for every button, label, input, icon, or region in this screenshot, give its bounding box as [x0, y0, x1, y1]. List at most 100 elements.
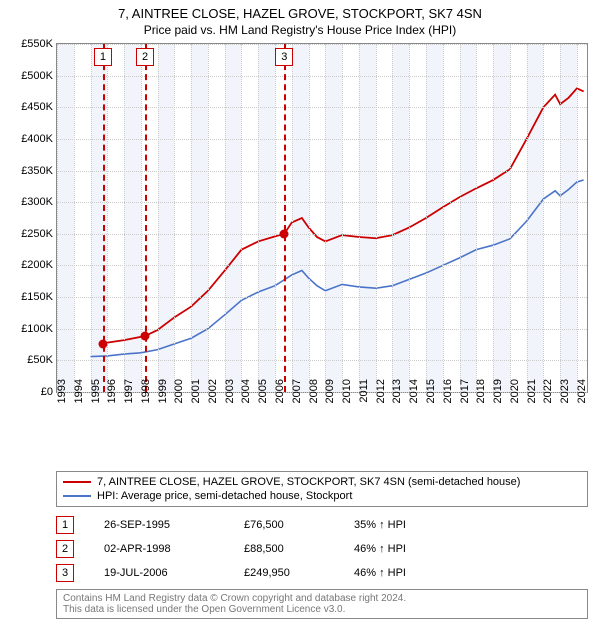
gridline-v	[158, 44, 159, 392]
event-row: 319-JUL-2006£249,95046% ↑ HPI	[56, 561, 588, 585]
x-tick-label: 1993	[56, 379, 68, 419]
y-tick-label: £500K	[21, 70, 53, 82]
gridline-v	[342, 44, 343, 392]
gridline-v	[275, 44, 276, 392]
x-tick-label: 2002	[207, 379, 219, 419]
gridline-v	[359, 44, 360, 392]
event-row: 1 26-SEP-1995 £76,500 35% ↑ HPI	[56, 513, 588, 537]
plot-area: £0£50K£100K£150K£200K£250K£300K£350K£400…	[56, 43, 588, 393]
gridline-v	[57, 44, 58, 392]
event-row-pct: 35% ↑ HPI	[354, 519, 406, 531]
x-tick-label: 2016	[442, 379, 454, 419]
x-tick-label: 2007	[291, 379, 303, 419]
chart-lines	[57, 44, 587, 392]
gridline-v	[309, 44, 310, 392]
gridline-v	[107, 44, 108, 392]
x-tick-label: 2009	[324, 379, 336, 419]
gridline-h	[57, 202, 587, 203]
event-row-marker: 3	[56, 564, 74, 582]
legend-label: 7, AINTREE CLOSE, HAZEL GROVE, STOCKPORT…	[97, 476, 520, 488]
gridline-v	[476, 44, 477, 392]
x-tick-label: 2013	[391, 379, 403, 419]
legend-swatch	[63, 495, 91, 497]
attribution-line1: Contains HM Land Registry data © Crown c…	[63, 593, 406, 604]
sale-event-marker: 2	[136, 48, 154, 66]
chart-subtitle: Price paid vs. HM Land Registry's House …	[4, 23, 596, 37]
gridline-v	[74, 44, 75, 392]
x-tick-label: 2000	[173, 379, 185, 419]
y-tick-label: £200K	[21, 259, 53, 271]
y-tick-label: £150K	[21, 291, 53, 303]
x-tick-label: 1998	[140, 379, 152, 419]
gridline-v	[543, 44, 544, 392]
event-row-date: 19-JUL-2006	[104, 567, 214, 579]
event-row-price: £76,500	[244, 519, 324, 531]
gridline-h	[57, 44, 587, 45]
gridline-v	[510, 44, 511, 392]
x-tick-label: 2014	[408, 379, 420, 419]
sale-events-table: 126-SEP-1995£76,50035% ↑ HPI202-APR-1998…	[56, 513, 588, 585]
legend-label: HPI: Average price, semi-detached house,…	[97, 490, 352, 502]
y-tick-label: £250K	[21, 228, 53, 240]
x-tick-label: 2022	[542, 379, 554, 419]
chart-title: 7, AINTREE CLOSE, HAZEL GROVE, STOCKPORT…	[4, 6, 596, 21]
gridline-v	[443, 44, 444, 392]
x-tick-label: 2008	[308, 379, 320, 419]
gridline-h	[57, 107, 587, 108]
event-row-marker: 1	[56, 516, 74, 534]
x-tick-label: 2005	[257, 379, 269, 419]
gridline-v	[174, 44, 175, 392]
gridline-v	[577, 44, 578, 392]
gridline-v	[258, 44, 259, 392]
x-tick-label: 1996	[106, 379, 118, 419]
gridline-v	[225, 44, 226, 392]
x-tick-label: 1995	[90, 379, 102, 419]
x-tick-label: 2004	[240, 379, 252, 419]
event-row-date: 02-APR-1998	[104, 543, 214, 555]
sale-event-marker: 1	[94, 48, 112, 66]
gridline-h	[57, 171, 587, 172]
x-tick-label: 2021	[526, 379, 538, 419]
gridline-h	[57, 360, 587, 361]
sale-event-line	[284, 44, 286, 392]
x-tick-label: 2011	[358, 379, 370, 419]
event-row-pct: 46% ↑ HPI	[354, 567, 406, 579]
x-tick-label: 2003	[224, 379, 236, 419]
sale-event-dot	[280, 229, 289, 238]
y-tick-label: £300K	[21, 196, 53, 208]
gridline-v	[91, 44, 92, 392]
chart: £0£50K£100K£150K£200K£250K£300K£350K£400…	[56, 43, 588, 429]
event-row-date: 26-SEP-1995	[104, 519, 214, 531]
legend-row: 7, AINTREE CLOSE, HAZEL GROVE, STOCKPORT…	[63, 475, 581, 489]
gridline-v	[527, 44, 528, 392]
attribution-line2: This data is licensed under the Open Gov…	[63, 604, 345, 615]
y-tick-label: £0	[41, 386, 53, 398]
gridline-h	[57, 139, 587, 140]
x-tick-label: 2012	[375, 379, 387, 419]
y-tick-label: £100K	[21, 323, 53, 335]
gridline-v	[376, 44, 377, 392]
x-tick-label: 1994	[73, 379, 85, 419]
attribution: Contains HM Land Registry data © Crown c…	[56, 589, 588, 619]
gridline-v	[325, 44, 326, 392]
event-row-price: £88,500	[244, 543, 324, 555]
gridline-v	[460, 44, 461, 392]
gridline-h	[57, 76, 587, 77]
gridline-v	[208, 44, 209, 392]
gridline-v	[493, 44, 494, 392]
x-tick-label: 2018	[475, 379, 487, 419]
gridline-v	[124, 44, 125, 392]
gridline-v	[191, 44, 192, 392]
x-tick-label: 2015	[425, 379, 437, 419]
x-tick-label: 1997	[123, 379, 135, 419]
x-tick-label: 1999	[157, 379, 169, 419]
x-tick-label: 2020	[509, 379, 521, 419]
event-row-pct: 46% ↑ HPI	[354, 543, 406, 555]
x-tick-label: 2001	[190, 379, 202, 419]
sale-event-dot	[141, 332, 150, 341]
gridline-h	[57, 329, 587, 330]
gridline-v	[241, 44, 242, 392]
y-tick-label: £50K	[27, 354, 53, 366]
x-axis-labels: 1993199419951996199719981999200020012002…	[56, 393, 588, 429]
y-tick-label: £400K	[21, 133, 53, 145]
